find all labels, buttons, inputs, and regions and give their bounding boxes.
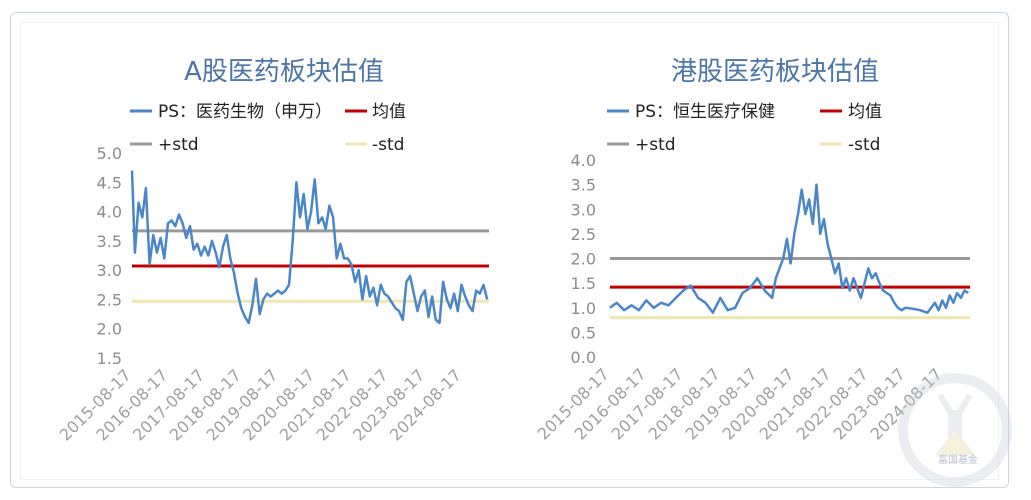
fullgoal-logo-icon [898, 373, 1012, 487]
chart2-ytick-label: 2.0 [571, 250, 596, 269]
chart1-ytick-label: 2.5 [97, 290, 122, 309]
chart1-title: A股医药板块估值 [184, 57, 384, 87]
chart2-plot-area: 4.03.53.02.52.01.51.00.50.02015-08-17201… [534, 151, 970, 444]
chart2-legend-mean: 均值 [848, 102, 882, 122]
chart1-ytick-label: 3.5 [97, 232, 122, 251]
chart1-series-ps-line [130, 170, 489, 325]
chart2-ytick-label: 3.5 [571, 176, 596, 195]
chart2-legend-ps: PS：恒生医疗保健 [635, 102, 775, 122]
chart1-ytick-label: 4.5 [97, 173, 122, 192]
chart2-ytick-label: 1.5 [571, 274, 596, 293]
chart2-ytick-label: 2.5 [571, 225, 596, 244]
chart2-title: 港股医药板块估值 [671, 57, 879, 87]
chart2-ytick-label: 3.0 [571, 200, 596, 219]
chart-frame [10, 12, 1009, 488]
chart1-ytick-label: 1.5 [97, 349, 122, 368]
chart2-legend-plus-std: +std [635, 135, 676, 155]
chart-inner-border [20, 22, 999, 480]
chart2-ytick-label: 0.0 [571, 348, 596, 367]
chart2-legend-minus-std: -std [848, 135, 880, 155]
chart1-ytick-label: 5.0 [97, 144, 122, 163]
chart1-legend-mean: 均值 [372, 102, 406, 122]
chart1-legend-plus-std: +std [158, 135, 199, 155]
chart2-ytick-label: 4.0 [571, 151, 596, 170]
chart2-ytick-label: 0.5 [571, 323, 596, 342]
chart2-ytick-label: 1.0 [571, 299, 596, 318]
chart2-series-ps-line [609, 183, 969, 314]
chart1-legend-ps: PS：医药生物（申万） [158, 102, 332, 122]
watermark-text: 富国基金 [938, 453, 978, 466]
chart1-ytick-label: 3.0 [97, 261, 122, 280]
chart1-legend-minus-std: -std [372, 135, 404, 155]
chart1-ytick-label: 4.0 [97, 203, 122, 222]
chart1-ytick-label: 2.0 [97, 320, 122, 339]
chart1-plot-area: 5.04.54.03.53.02.52.01.52015-08-172016-0… [56, 144, 489, 445]
